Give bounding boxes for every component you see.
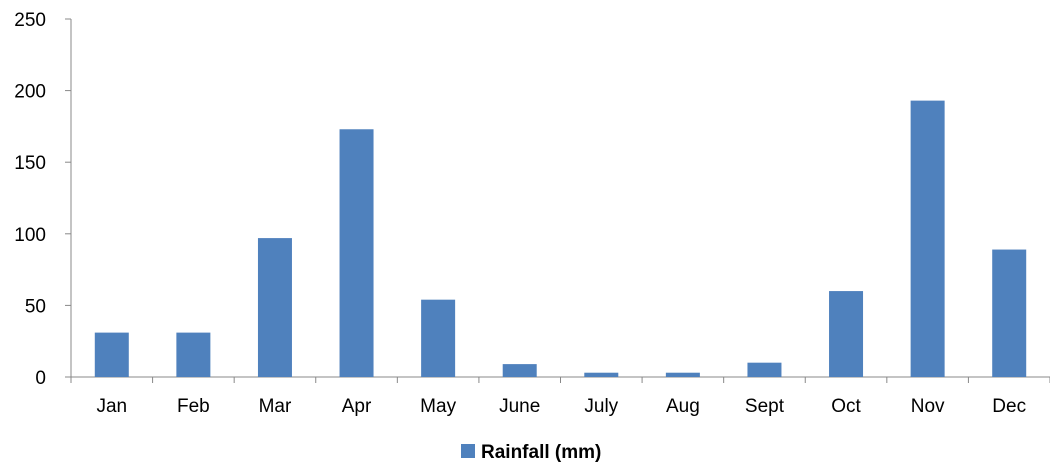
bars xyxy=(94,100,1027,378)
bar-oct xyxy=(829,291,864,377)
bar-may xyxy=(421,299,456,377)
legend-label: Rainfall (mm) xyxy=(481,442,601,463)
y-axis: 0 50 100 150 200 250 xyxy=(14,10,72,389)
bar-sept xyxy=(747,362,782,377)
bar-nov xyxy=(910,100,945,378)
legend-swatch xyxy=(461,444,475,458)
x-tick-label: Jan xyxy=(96,396,127,417)
x-tick-label: Sept xyxy=(745,396,785,417)
x-tick-label: Dec xyxy=(992,396,1026,417)
y-tick-label: 50 xyxy=(25,296,46,317)
bar-aug xyxy=(665,372,700,377)
y-tick-label: 0 xyxy=(35,368,46,389)
x-tick-label: Feb xyxy=(177,396,210,417)
x-tick-label: May xyxy=(420,396,456,417)
y-tick-label: 100 xyxy=(14,225,46,246)
x-tick-label: June xyxy=(499,396,540,417)
y-tick-label: 200 xyxy=(14,82,46,103)
bar-jan xyxy=(94,332,129,377)
y-tick-label: 250 xyxy=(14,10,46,31)
x-tick-label: Oct xyxy=(831,396,861,417)
x-axis: Jan Feb Mar Apr May June July Aug Sept Oct Nov Dec xyxy=(70,376,1050,417)
x-tick-label: Apr xyxy=(342,396,372,417)
bar-feb xyxy=(176,332,211,377)
y-tick-label: 150 xyxy=(14,153,46,174)
x-tick-label: Aug xyxy=(666,396,700,417)
x-tick-label: Nov xyxy=(911,396,945,417)
x-tick-label: July xyxy=(584,396,618,417)
x-tick-label: Mar xyxy=(259,396,292,417)
bar-apr xyxy=(339,129,374,377)
bar-june xyxy=(502,364,537,377)
legend: Rainfall (mm) xyxy=(461,442,601,463)
bar-dec xyxy=(992,249,1027,377)
bar-july xyxy=(584,372,619,377)
bar-mar xyxy=(257,238,292,377)
